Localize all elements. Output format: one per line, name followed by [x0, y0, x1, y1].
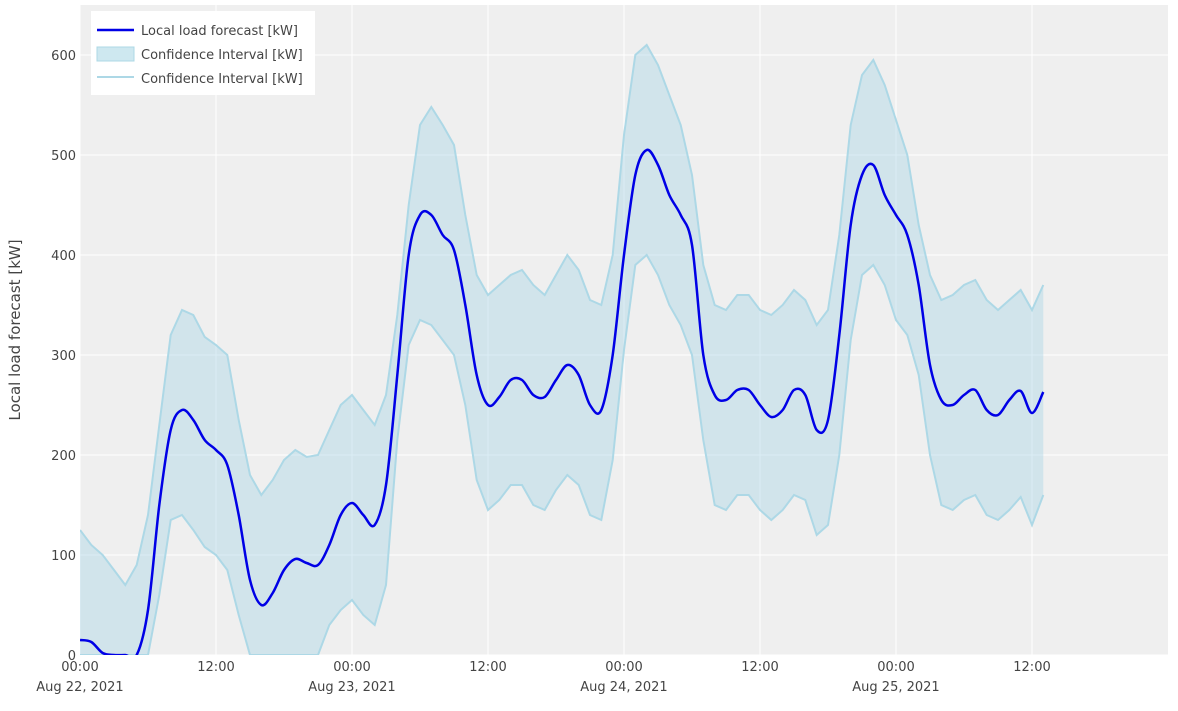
legend-label-ci-lower: Confidence Interval [kW] — [141, 72, 303, 87]
legend-swatch-ci-band — [96, 46, 135, 62]
legend-label-forecast: Local load forecast [kW] — [141, 24, 298, 39]
plot-area — [80, 43, 1045, 655]
x-tick-label-time: 12:00 — [197, 660, 234, 675]
x-tick-label-time: 00:00 — [605, 660, 642, 675]
confidence-interval-upper-line — [80, 43, 1045, 587]
x-axis-ticks: 00:00 Aug 22, 2021 12:00 00:00 Aug 23, 2021 1… — [36, 660, 1050, 695]
y-tick-label: 300 — [51, 349, 76, 364]
y-axis-title: Local load forecast [kW] — [6, 239, 24, 420]
y-tick-label: 100 — [51, 549, 76, 564]
x-tick-label-date: Aug 24, 2021 — [580, 680, 667, 695]
y-tick-label: 400 — [51, 249, 76, 264]
x-tick-label-time: 00:00 — [333, 660, 370, 675]
y-tick-label: 600 — [51, 49, 76, 64]
x-tick-label-date: Aug 25, 2021 — [852, 680, 939, 695]
y-tick-label: 200 — [51, 449, 76, 464]
legend[interactable]: Local load forecast [kW] Confidence Inte… — [91, 11, 315, 95]
x-tick-label-date: Aug 22, 2021 — [36, 680, 123, 695]
y-tick-label: 500 — [51, 149, 76, 164]
grid-lines — [79, 5, 1168, 656]
x-tick-label-date: Aug 23, 2021 — [308, 680, 395, 695]
forecast-line — [80, 148, 1045, 655]
y-axis-ticks: 0 100 200 300 400 500 600 — [51, 49, 76, 664]
y-tick-label: 0 — [68, 649, 76, 664]
x-tick-label-time: 00:00 — [61, 660, 98, 675]
x-tick-label-time: 12:00 — [741, 660, 778, 675]
x-tick-label-time: 12:00 — [469, 660, 506, 675]
legend-label-ci-upper: Confidence Interval [kW] — [141, 48, 303, 63]
confidence-interval-lower-line — [80, 253, 1045, 655]
x-tick-label-time: 12:00 — [1013, 660, 1050, 675]
confidence-interval-band — [80, 45, 1044, 655]
x-tick-label-time: 00:00 — [877, 660, 914, 675]
